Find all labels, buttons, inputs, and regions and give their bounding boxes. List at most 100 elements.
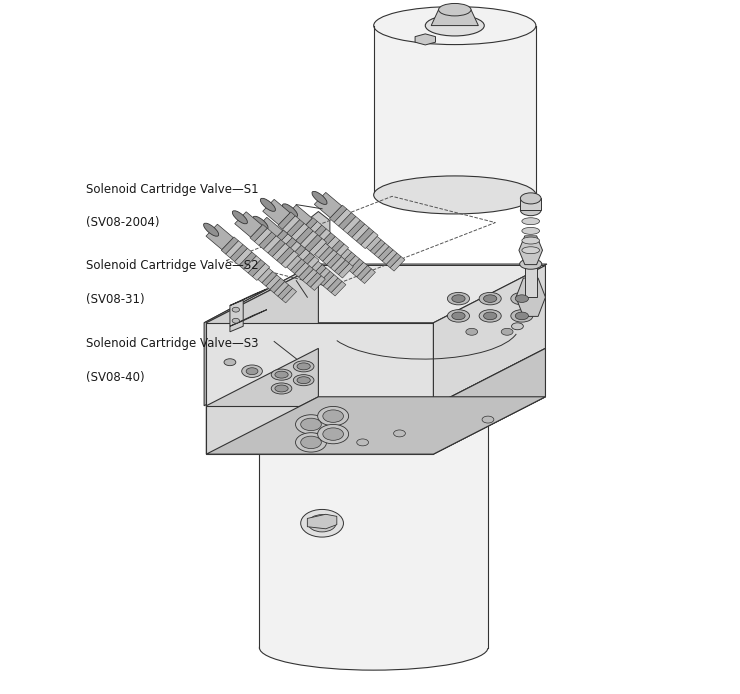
Polygon shape: [274, 282, 289, 296]
Ellipse shape: [300, 436, 321, 448]
Polygon shape: [226, 241, 243, 257]
Polygon shape: [307, 212, 330, 248]
Polygon shape: [278, 212, 295, 229]
Polygon shape: [352, 224, 369, 241]
Polygon shape: [289, 245, 306, 262]
Polygon shape: [206, 348, 318, 454]
Ellipse shape: [313, 226, 323, 233]
Polygon shape: [272, 244, 289, 260]
Polygon shape: [206, 397, 545, 454]
Polygon shape: [291, 259, 306, 273]
Polygon shape: [248, 260, 265, 277]
Polygon shape: [280, 237, 297, 255]
Polygon shape: [434, 348, 545, 454]
Polygon shape: [309, 225, 326, 242]
Ellipse shape: [246, 368, 258, 375]
Polygon shape: [361, 232, 378, 248]
Polygon shape: [390, 256, 405, 271]
Polygon shape: [230, 310, 267, 326]
Ellipse shape: [519, 259, 542, 269]
Polygon shape: [282, 288, 297, 303]
Polygon shape: [374, 26, 536, 195]
Polygon shape: [295, 262, 309, 277]
Ellipse shape: [501, 328, 513, 335]
Polygon shape: [323, 250, 337, 264]
Polygon shape: [331, 281, 346, 296]
Ellipse shape: [275, 385, 288, 392]
Ellipse shape: [272, 369, 292, 380]
Polygon shape: [204, 264, 547, 323]
Polygon shape: [338, 212, 356, 230]
Polygon shape: [319, 271, 334, 286]
Ellipse shape: [323, 428, 343, 440]
Polygon shape: [329, 205, 347, 222]
Ellipse shape: [511, 310, 533, 322]
Polygon shape: [286, 255, 301, 271]
Polygon shape: [230, 244, 247, 262]
Polygon shape: [250, 224, 267, 242]
Polygon shape: [260, 409, 488, 648]
Ellipse shape: [297, 377, 310, 384]
Text: Solenoid Cartridge Valve—S1: Solenoid Cartridge Valve—S1: [86, 183, 259, 196]
Polygon shape: [252, 263, 269, 280]
Ellipse shape: [317, 407, 349, 426]
Polygon shape: [337, 248, 351, 264]
Polygon shape: [349, 259, 363, 273]
Polygon shape: [259, 232, 276, 249]
Polygon shape: [345, 255, 360, 270]
Ellipse shape: [425, 15, 484, 36]
Polygon shape: [266, 275, 280, 289]
Ellipse shape: [300, 418, 321, 431]
Text: Solenoid Cartridge Valve—S3: Solenoid Cartridge Valve—S3: [86, 337, 259, 350]
Ellipse shape: [479, 310, 501, 322]
Polygon shape: [307, 514, 337, 529]
Polygon shape: [327, 278, 342, 293]
Ellipse shape: [224, 359, 236, 366]
Polygon shape: [292, 223, 309, 240]
Polygon shape: [314, 229, 331, 246]
Polygon shape: [235, 248, 252, 265]
Ellipse shape: [466, 328, 477, 335]
Ellipse shape: [515, 295, 528, 303]
Ellipse shape: [522, 237, 539, 244]
Polygon shape: [312, 264, 326, 279]
Polygon shape: [434, 348, 545, 454]
Polygon shape: [520, 198, 541, 210]
Polygon shape: [278, 285, 292, 300]
Polygon shape: [374, 243, 389, 257]
Polygon shape: [230, 289, 267, 305]
Ellipse shape: [448, 310, 469, 322]
Ellipse shape: [357, 439, 369, 446]
Polygon shape: [303, 269, 317, 284]
Polygon shape: [302, 256, 319, 273]
Ellipse shape: [483, 295, 497, 303]
Polygon shape: [283, 216, 300, 233]
Polygon shape: [235, 212, 262, 237]
Polygon shape: [370, 239, 385, 254]
Polygon shape: [281, 251, 298, 268]
Ellipse shape: [232, 319, 240, 323]
Ellipse shape: [522, 228, 539, 235]
Polygon shape: [315, 268, 330, 282]
Polygon shape: [270, 278, 285, 293]
Polygon shape: [305, 235, 322, 252]
Text: (SV08-2004): (SV08-2004): [86, 217, 160, 230]
Polygon shape: [275, 234, 292, 251]
Polygon shape: [519, 236, 542, 264]
Ellipse shape: [452, 312, 465, 320]
Ellipse shape: [482, 416, 494, 423]
Polygon shape: [239, 252, 256, 269]
Polygon shape: [332, 244, 349, 261]
Polygon shape: [262, 271, 277, 286]
Polygon shape: [304, 221, 322, 239]
Ellipse shape: [300, 509, 343, 537]
Polygon shape: [297, 253, 314, 270]
Polygon shape: [357, 228, 374, 245]
Ellipse shape: [295, 433, 326, 452]
Polygon shape: [314, 243, 329, 258]
Polygon shape: [300, 217, 317, 235]
Polygon shape: [271, 230, 288, 247]
Ellipse shape: [283, 204, 297, 217]
Ellipse shape: [260, 198, 275, 212]
Ellipse shape: [295, 415, 326, 434]
